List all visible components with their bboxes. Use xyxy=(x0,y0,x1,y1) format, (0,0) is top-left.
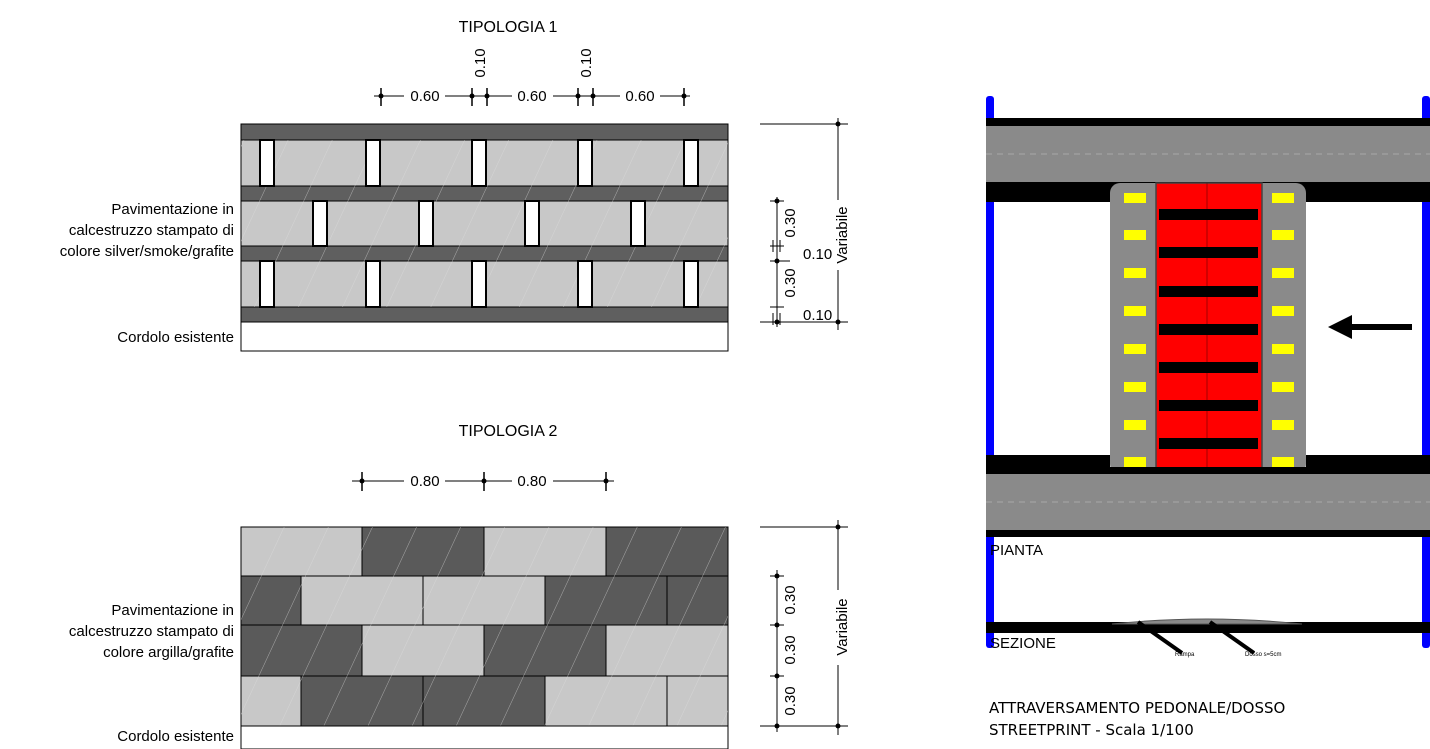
tipologia-2-curb xyxy=(240,725,729,749)
dim-t1-e: 0.60 xyxy=(625,88,654,105)
tipologia-2-pavement-note: Pavimentazione in calcestruzzo stampato … xyxy=(69,600,234,663)
tipologia-2-pavement xyxy=(240,526,729,749)
note-line: Pavimentazione in xyxy=(111,201,234,218)
rampa-label: Rampa xyxy=(1175,652,1195,658)
caption-line-1: ATTRAVERSAMENTO PEDONALE/DOSSO xyxy=(989,699,1286,717)
tipologia-1-title: TIPOLOGIA 1 xyxy=(459,19,558,36)
caption-line-2: STREETPRINT - Scala 1/100 xyxy=(989,721,1194,739)
dim-t1-variabile: Variabile xyxy=(834,206,851,263)
section-view: Rampa Dosso s=5cm xyxy=(986,618,1430,658)
note-line: Pavimentazione in xyxy=(111,602,234,619)
note-line: colore silver/smoke/grafite xyxy=(59,243,234,260)
pianta-label: PIANTA xyxy=(990,542,1043,559)
direction-arrow-icon xyxy=(1328,315,1412,339)
sezione-label: SEZIONE xyxy=(990,635,1056,652)
dim-t2-r1: 0.30 xyxy=(782,585,799,614)
dim-t2-variabile: Variabile xyxy=(834,598,851,655)
tipologia-1-top-dimensions: 0.60 0.60 0.60 0.10 0.10 xyxy=(374,48,690,106)
dim-t2-r3: 0.30 xyxy=(782,686,799,715)
tipologia-1-curb-label: Cordolo esistente xyxy=(117,329,234,346)
drawing-caption: ATTRAVERSAMENTO PEDONALE/DOSSO STREETPRI… xyxy=(989,697,1285,741)
dim-t1-c: 0.60 xyxy=(517,88,546,105)
dim-t2-b: 0.80 xyxy=(517,473,546,490)
note-line: calcestruzzo stampato di xyxy=(68,222,234,239)
dim-t1-r2: 0.10 xyxy=(803,246,832,263)
plan-view: PIANTA Rampa Dosso s=5cm SEZIONE xyxy=(986,96,1430,658)
tipologia-1-section: TIPOLOGIA 1 0.60 0.60 0.60 0.10 xyxy=(240,19,851,352)
dim-t2-r2: 0.30 xyxy=(782,635,799,664)
tipologia-2-section: TIPOLOGIA 2 0.80 0.80 xyxy=(240,423,851,749)
yellow-markers xyxy=(1124,193,1294,467)
tipologia-2-top-dimensions: 0.80 0.80 xyxy=(352,472,614,491)
dim-t1-r3: 0.30 xyxy=(782,268,799,297)
tipologia-1-pavement xyxy=(240,123,729,352)
dim-t1-a: 0.60 xyxy=(410,88,439,105)
tipologia-2-curb-label: Cordolo esistente xyxy=(117,728,234,745)
crossing-stripes xyxy=(1159,209,1258,449)
tipologia-1-pavement-note: Pavimentazione in calcestruzzo stampato … xyxy=(60,199,234,262)
tipologia-2-title: TIPOLOGIA 2 xyxy=(459,423,558,440)
dosso-label: Dosso s=5cm xyxy=(1245,652,1282,658)
dim-t1-r1: 0.30 xyxy=(782,208,799,237)
note-line: calcestruzzo stampato di xyxy=(68,623,234,640)
dim-t2-a: 0.80 xyxy=(410,473,439,490)
dim-t1-b: 0.10 xyxy=(472,48,489,77)
dim-t1-d: 0.10 xyxy=(578,48,595,77)
dim-t1-r4: 0.10 xyxy=(803,307,832,324)
note-line: colore argilla/grafite xyxy=(103,644,234,661)
tipologia-1-curb xyxy=(240,321,729,352)
